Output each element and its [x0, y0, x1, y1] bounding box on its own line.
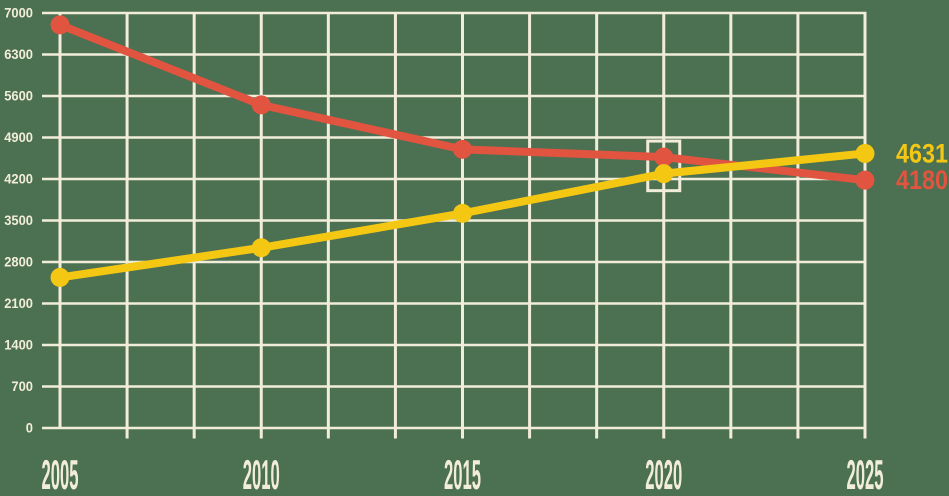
- data-point-yellow-rising-series-2025: [855, 143, 875, 163]
- y-tick-label: 1400: [4, 337, 33, 353]
- x-tick-label: 2020: [645, 451, 682, 496]
- data-point-yellow-rising-series-2010: [251, 238, 271, 258]
- y-tick-label: 2800: [4, 254, 33, 270]
- data-point-yellow-rising-series-2015: [453, 203, 472, 223]
- data-point-red-declining-series-2025: [855, 170, 875, 190]
- y-tick-label: 7000: [4, 5, 33, 21]
- y-tick-label: 700: [11, 378, 33, 394]
- y-tick-label: 3500: [4, 212, 33, 228]
- x-tick-label: 2005: [42, 451, 79, 496]
- end-value-label-red-declining-series: 4180: [896, 165, 948, 195]
- end-value-label-yellow-rising-series: 4631: [896, 138, 948, 168]
- y-tick-label: 4900: [4, 129, 33, 145]
- data-point-red-declining-series-2015: [453, 139, 472, 159]
- y-tick-label: 6300: [4, 46, 33, 62]
- y-tick-label: 4200: [4, 171, 33, 187]
- data-point-red-declining-series-2010: [251, 95, 271, 115]
- x-axis-labels: 2005 2010 2015 2020 2025: [42, 451, 884, 496]
- y-tick-label: 5600: [4, 88, 33, 104]
- y-axis-labels: 0 700 1400 2100 2800 3500 4200 4900 5600 6300 7000: [4, 5, 33, 436]
- data-point-red-declining-series-2020: [654, 147, 674, 167]
- x-tick-label: 2010: [243, 451, 280, 496]
- data-point-yellow-rising-series-2020: [654, 164, 674, 184]
- grid: [42, 11, 867, 439]
- x-tick-label: 2025: [847, 451, 884, 496]
- highlight-box: [646, 139, 682, 193]
- data-point-yellow-rising-series-2005: [50, 267, 70, 287]
- data-point-red-declining-series-2005: [50, 15, 70, 35]
- x-tick-label: 2015: [444, 451, 481, 496]
- y-tick-label: 0: [26, 420, 33, 436]
- y-tick-label: 2100: [4, 295, 33, 311]
